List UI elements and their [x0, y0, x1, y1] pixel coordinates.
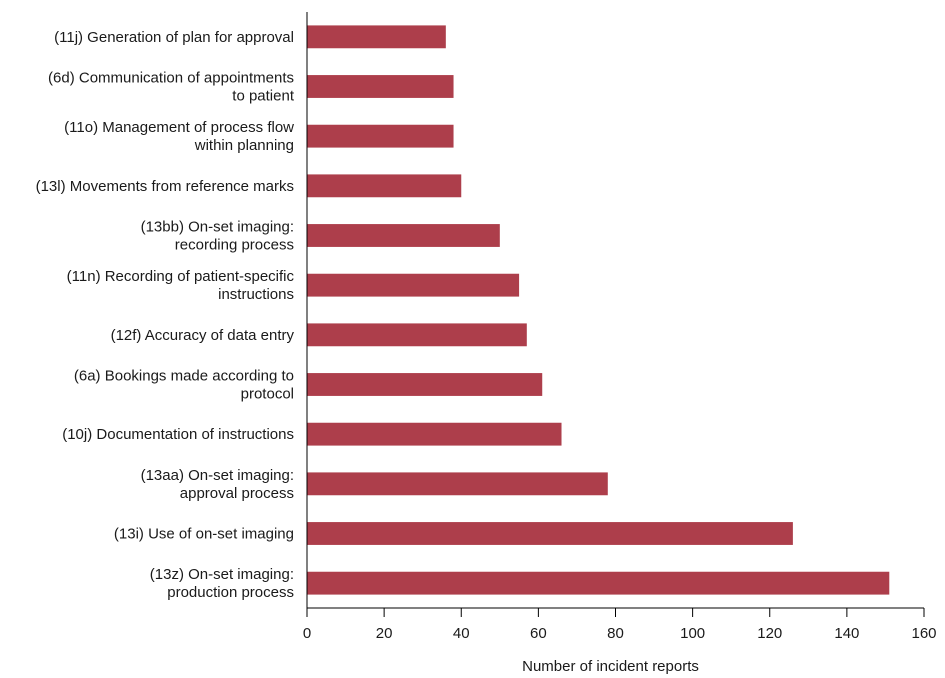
x-axis-title: Number of incident reports [522, 658, 699, 675]
category-label: (13aa) On-set imaging: approval process [141, 467, 294, 502]
bar [307, 571, 890, 595]
category-label-line: within planning [194, 137, 294, 154]
category-label: (13i) Use of on-set imaging [114, 526, 294, 543]
category-label-line: (11o) Management of process flow [64, 119, 294, 136]
category-label: (10j) Documentation of instructions [62, 426, 294, 443]
category-label: (11j) Generation of plan for approval [54, 29, 294, 46]
x-tick-label: 100 [680, 625, 705, 642]
category-label-line: to patient [232, 88, 295, 105]
category-label-line: (13aa) On-set imaging: [141, 467, 294, 484]
bar [307, 174, 462, 198]
bar [307, 273, 520, 297]
bar [307, 25, 446, 49]
x-tick-label: 40 [453, 625, 470, 642]
category-label: (6d) Communication of appointments to pat… [48, 70, 295, 105]
category-label: (11n) Recording of patient-specific instr… [67, 268, 295, 303]
x-tick-label: 140 [834, 625, 859, 642]
category-label: (13z) On-set imaging: production process [150, 566, 294, 601]
x-tick-label: 20 [376, 625, 393, 642]
category-label-line: (10j) Documentation of instructions [62, 426, 294, 443]
category-label-line: (6a) Bookings made according to [74, 368, 294, 385]
bar [307, 472, 608, 496]
category-label-line: instructions [218, 286, 294, 303]
category-label-line: (11n) Recording of patient-specific [67, 268, 295, 285]
bars-group [307, 25, 890, 595]
category-label-line: (11j) Generation of plan for approval [54, 29, 294, 46]
x-tick-label: 160 [911, 625, 936, 642]
category-label-line: protocol [241, 386, 294, 403]
category-label: (13bb) On-set imaging: recording process [141, 219, 294, 254]
category-label: (13l) Movements from reference marks [36, 178, 294, 195]
x-tick-label: 120 [757, 625, 782, 642]
category-label-line: (6d) Communication of appointments [48, 70, 294, 87]
category-label-line: approval process [180, 485, 294, 502]
bar [307, 522, 793, 545]
category-label-line: (13i) Use of on-set imaging [114, 526, 294, 543]
x-ticks-group: 0 20 40 60 80 100 120 140 160 [303, 608, 937, 642]
category-label-line: (13l) Movements from reference marks [36, 178, 294, 195]
bar [307, 224, 500, 247]
category-label-line: recording process [175, 237, 294, 254]
x-tick-label: 60 [530, 625, 547, 642]
category-label: (6a) Bookings made according to protocol [74, 368, 294, 403]
bar [307, 124, 454, 148]
category-label-line: production process [167, 584, 294, 601]
bar [307, 422, 562, 446]
bar [307, 75, 454, 98]
x-tick-label: 0 [303, 625, 311, 642]
category-label: (11o) Management of process flow within p… [64, 119, 294, 154]
bar [307, 373, 543, 396]
category-label-line: (13bb) On-set imaging: [141, 219, 294, 236]
x-tick-label: 80 [607, 625, 624, 642]
category-label: (12f) Accuracy of data entry [111, 327, 295, 344]
category-label-line: (13z) On-set imaging: [150, 566, 294, 583]
category-label-line: (12f) Accuracy of data entry [111, 327, 295, 344]
bar [307, 323, 527, 347]
category-labels-group: (11j) Generation of plan for approval (6d… [36, 29, 295, 601]
